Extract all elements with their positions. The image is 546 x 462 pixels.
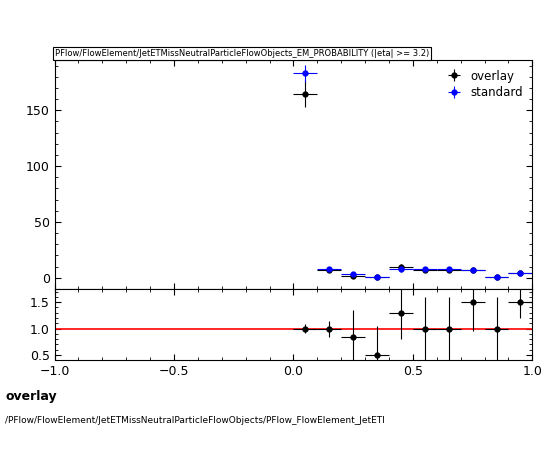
Text: PFlow/FlowElement/JetETMissNeutralParticleFlowObjects_EM_PROBABILITY (|eta| >= 3: PFlow/FlowElement/JetETMissNeutralPartic… xyxy=(55,49,429,58)
Text: overlay: overlay xyxy=(5,390,57,403)
Legend: overlay, standard: overlay, standard xyxy=(443,66,526,103)
Text: /PFlow/FlowElement/JetETMissNeutralParticleFlowObjects/PFlow_FlowElement_JetETI: /PFlow/FlowElement/JetETMissNeutralParti… xyxy=(5,416,385,425)
